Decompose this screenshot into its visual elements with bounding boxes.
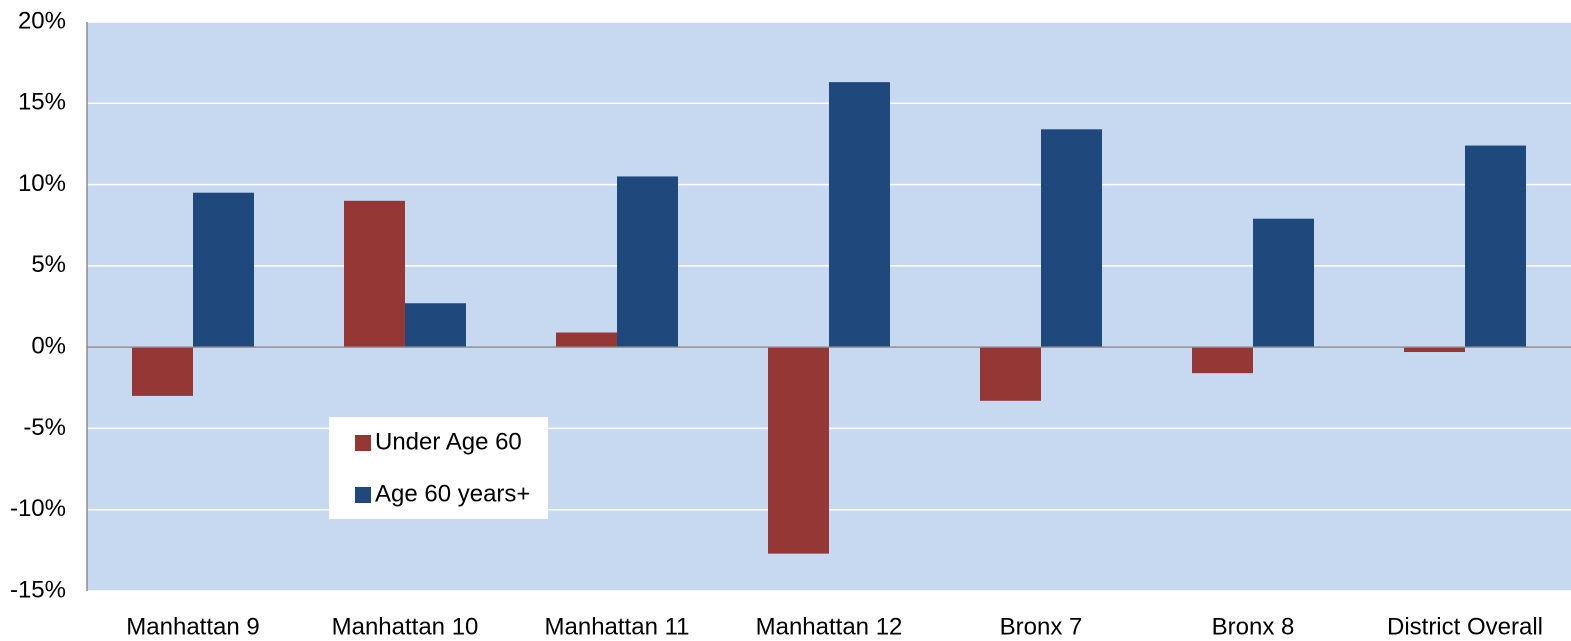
legend-swatch	[355, 435, 371, 451]
y-tick-label: -5%	[23, 414, 66, 441]
x-tick-label: Manhattan 11	[545, 613, 690, 640]
bar	[132, 347, 193, 396]
legend-swatch	[355, 487, 371, 503]
y-tick-label: 10%	[18, 170, 66, 197]
legend-label: Under Age 60	[375, 428, 522, 455]
bar	[980, 347, 1041, 401]
x-tick-label: Bronx 8	[1212, 613, 1295, 640]
bar	[1404, 347, 1465, 353]
x-tick-label: Manhattan 10	[332, 613, 479, 640]
bar	[1465, 145, 1526, 348]
bar	[344, 200, 405, 348]
bar	[556, 332, 617, 348]
bar	[1253, 218, 1314, 348]
y-tick-label: 15%	[18, 89, 66, 116]
x-tick-label: Manhattan 9	[126, 613, 259, 640]
x-tick-label: Bronx 7	[1000, 613, 1083, 640]
bar	[193, 192, 254, 348]
y-tick-label: -15%	[10, 576, 66, 603]
bar	[617, 176, 678, 348]
y-tick-label: 5%	[31, 251, 66, 278]
y-tick-label: 20%	[18, 7, 66, 34]
y-tick-label: -10%	[10, 495, 66, 522]
x-tick-label: Manhattan 12	[756, 613, 903, 640]
bar	[768, 347, 829, 554]
bar	[1192, 347, 1253, 374]
legend-label: Age 60 years+	[375, 480, 530, 507]
y-tick-label: 0%	[31, 332, 66, 359]
bar	[1041, 129, 1102, 348]
bar	[829, 82, 890, 348]
bar	[405, 303, 466, 348]
x-tick-label: District Overall	[1387, 613, 1543, 640]
